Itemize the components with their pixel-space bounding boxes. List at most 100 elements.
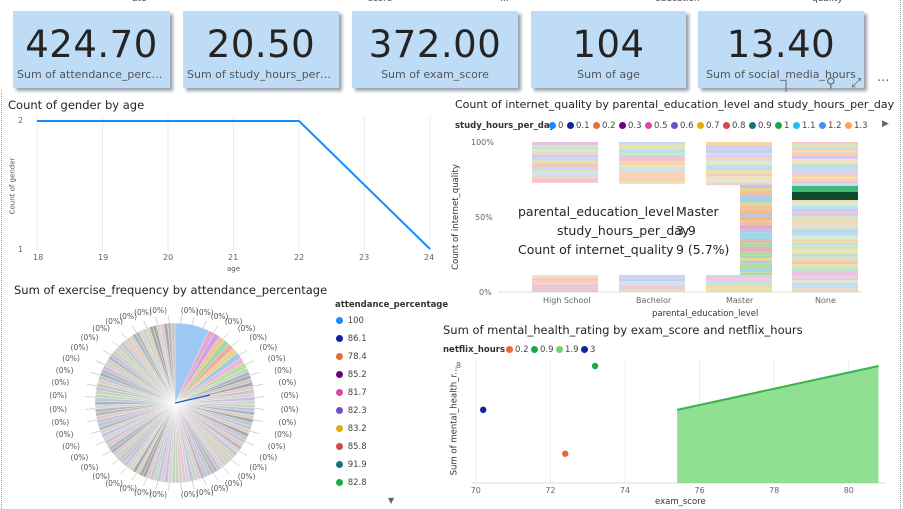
drill-icon[interactable]: |	[784, 78, 789, 92]
bar-segment	[706, 162, 772, 166]
bar-segment	[532, 170, 598, 173]
strip-text: ate	[132, 0, 147, 4]
leader-line	[238, 450, 248, 456]
x-tick: None	[815, 296, 836, 305]
legend-item[interactable]: 0.1	[567, 121, 590, 131]
bar-segment	[792, 143, 858, 146]
leader-line	[249, 372, 260, 376]
bar-segment	[706, 155, 772, 158]
bar-segment	[740, 240, 772, 243]
legend-item[interactable]: 0.2	[506, 345, 529, 355]
bar-segment	[792, 155, 858, 160]
kpi-value: 13.40	[726, 23, 836, 66]
y-tick: 0%	[479, 288, 492, 297]
pie-slice-label: (0%)	[274, 430, 292, 440]
legend-item[interactable]: 0.8	[723, 121, 746, 131]
bar-segment	[792, 256, 858, 259]
bar-segment	[532, 151, 598, 155]
bar-segment	[706, 145, 772, 148]
legend-label: 1	[784, 121, 790, 131]
gender-chart-xlabel: age	[227, 265, 241, 273]
bar-segment	[792, 183, 858, 188]
leader-line	[120, 466, 128, 474]
bar-segment	[740, 246, 772, 252]
legend-item[interactable]: 1	[775, 121, 789, 131]
legend-swatch	[845, 122, 852, 129]
legend-item[interactable]: 1.3	[845, 121, 868, 131]
legend-item[interactable]: 0.7	[697, 121, 720, 131]
more-options-icon[interactable]: ···	[877, 74, 890, 89]
gender-series-line	[37, 120, 431, 250]
legend-item[interactable]: 85.2	[336, 370, 367, 380]
bar-segment	[792, 201, 858, 206]
legend-swatch	[336, 353, 343, 360]
pie-slice-label: (0%)	[224, 478, 243, 488]
legend-scroll-down-icon[interactable]: ▼	[388, 496, 395, 505]
x-tick: 70	[470, 486, 481, 495]
legend-item[interactable]: 91.9	[336, 460, 367, 470]
legend-item[interactable]: 1.2	[819, 121, 842, 131]
mental-chart-title: Sum of mental_health_rating by exam_scor…	[443, 323, 803, 337]
legend-item[interactable]: 100	[336, 316, 364, 326]
filter-icon[interactable]: ⚲	[826, 76, 836, 91]
bar-segment	[532, 154, 598, 158]
legend-next-icon[interactable]: ▶	[882, 119, 889, 129]
bar-segment	[792, 208, 858, 213]
y-tick: 2	[18, 116, 24, 125]
legend-item[interactable]: 83.2	[336, 424, 367, 434]
legend-label: 0.2	[602, 121, 616, 131]
bar-segment	[740, 187, 772, 191]
kpi-card-attendance[interactable]: 424.70 Sum of attendance_percenta...	[13, 11, 170, 88]
legend-item[interactable]: 0.9	[749, 121, 772, 131]
legend-item[interactable]: 78.4	[336, 352, 367, 362]
legend-swatch	[549, 122, 556, 129]
bar-segment	[532, 287, 598, 290]
legend-item[interactable]: 82.8	[336, 478, 367, 488]
kpi-card-study-hours[interactable]: 20.50 Sum of study_hours_per_day	[183, 11, 339, 88]
bar-segment	[619, 281, 685, 286]
pie-slice-label: (0%)	[55, 430, 74, 440]
bar-segment	[740, 195, 772, 199]
focus-mode-icon[interactable]: ⤢	[851, 76, 862, 91]
bar-segment	[792, 177, 858, 182]
leader-line	[191, 316, 195, 325]
bar-segment	[792, 239, 858, 243]
legend-item[interactable]: 0.5	[645, 121, 668, 131]
leader-line	[87, 384, 97, 387]
bar-segment	[740, 216, 772, 221]
legend-label: 85.8	[347, 442, 367, 452]
bar-segment	[619, 176, 685, 181]
legend-item[interactable]: 1.9	[556, 345, 579, 355]
kpi-card-exam-score[interactable]: 372.00 Sum of exam_score	[352, 11, 518, 88]
bar-segment	[792, 253, 858, 257]
legend-item[interactable]: 0.3	[619, 121, 642, 131]
legend-item[interactable]: 0.2	[593, 121, 616, 131]
y-tick: 8	[456, 361, 462, 370]
bar-segment	[619, 144, 685, 149]
pie-legend-title: attendance_percentage	[335, 300, 449, 310]
legend-item[interactable]: 86.1	[336, 334, 367, 344]
bar-segment	[706, 142, 772, 146]
legend-item[interactable]: 82.3	[336, 406, 367, 416]
bar-segment	[792, 142, 858, 144]
legend-item[interactable]: 0.6	[671, 121, 694, 131]
kpi-card-social-media[interactable]: 13.40 Sum of social_media_hours	[698, 11, 864, 88]
legend-swatch	[749, 122, 756, 129]
pie-slice-label: (0%)	[274, 365, 292, 375]
mental-legend-title: netflix_hours	[443, 345, 506, 355]
legend-item[interactable]: 0.9	[531, 345, 554, 355]
legend-item[interactable]: 3	[581, 345, 595, 355]
bar-segment	[619, 157, 685, 162]
legend-item[interactable]: 0	[549, 121, 563, 131]
leader-line	[131, 473, 137, 481]
pie-slice-label: (0%)	[119, 311, 138, 321]
legend-item[interactable]: 81.7	[336, 388, 367, 398]
kpi-card-age[interactable]: 104 Sum of age	[531, 11, 686, 88]
bar-segment	[792, 148, 858, 152]
bar-segment	[619, 171, 685, 174]
legend-item[interactable]: 1.1	[793, 121, 816, 131]
legend-item[interactable]: 85.8	[336, 442, 367, 452]
